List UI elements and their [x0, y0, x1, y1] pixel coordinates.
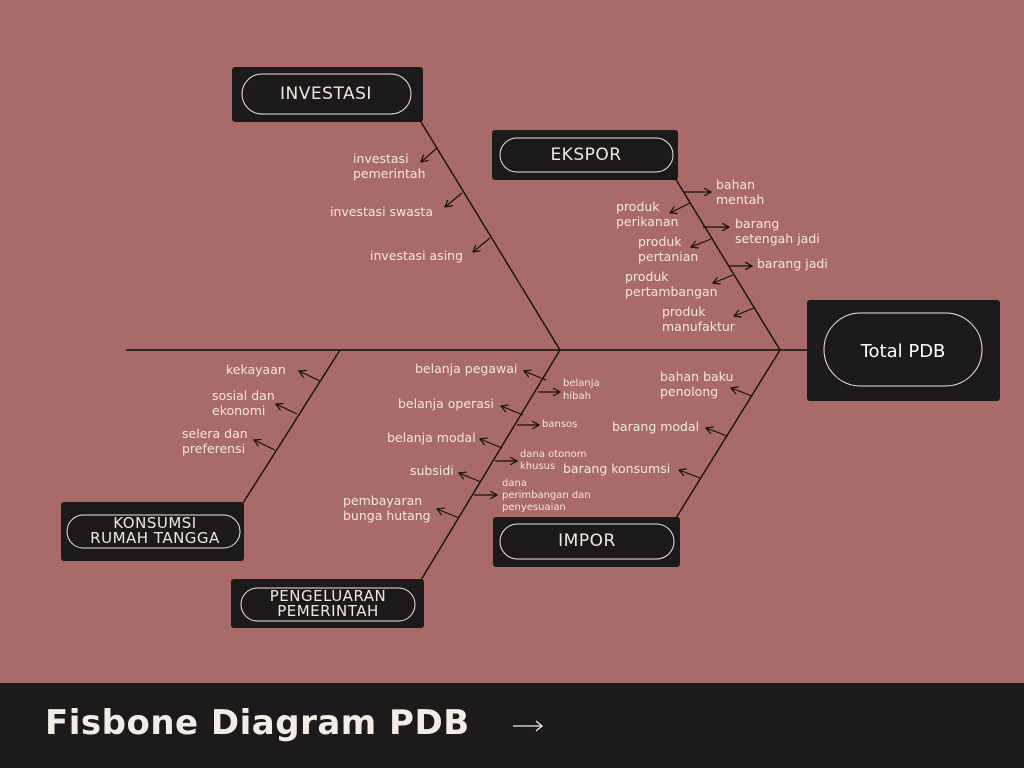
- transfer-label: perimbangan dan: [502, 490, 591, 501]
- konsumsi-causes: kekayaan sosial dan ekonomi selera dan p…: [182, 362, 321, 456]
- cause-label: setengah jadi: [735, 231, 820, 246]
- arrow: [276, 404, 298, 415]
- cause-label: investasi: [353, 151, 409, 166]
- cause-label: produk: [625, 269, 669, 284]
- cause-label: belanja modal: [387, 430, 476, 445]
- arrow: [473, 237, 491, 252]
- category-konsumsi-label-1: KONSUMSI: [113, 514, 196, 532]
- category-konsumsi-label-2: RUMAH TANGGA: [90, 529, 220, 547]
- effect-box: Total PDB: [807, 300, 1000, 401]
- cause-label: barang jadi: [757, 256, 828, 271]
- cause-label: bahan: [716, 177, 755, 192]
- cause-label: belanja pegawai: [415, 361, 517, 376]
- arrow: [706, 428, 728, 437]
- cause-label: barang: [735, 216, 779, 231]
- arrow: [254, 440, 276, 451]
- cause-label: pemerintah: [353, 166, 426, 181]
- category-investasi-label: INVESTASI: [280, 84, 372, 104]
- arrow: [437, 509, 460, 519]
- cause-label: barang konsumsi: [563, 461, 670, 476]
- cause-label: produk: [638, 234, 682, 249]
- category-ekspor: EKSPOR: [492, 130, 678, 180]
- cause-label: investasi asing: [370, 248, 463, 263]
- arrow: [299, 371, 321, 382]
- pemerintah-causes: belanja pegawai belanja operasi belanja …: [343, 361, 600, 523]
- bone-ekspor: [674, 177, 781, 351]
- ekspor-causes: bahan mentah produk perikanan barang set…: [616, 177, 828, 334]
- category-pemerintah-label-2: PEMERINTAH: [277, 602, 379, 620]
- arrow: [731, 388, 753, 397]
- long-right-arrow-icon: [513, 720, 544, 732]
- transfer-label: penyesuaian: [502, 502, 566, 513]
- arrow: [524, 371, 547, 381]
- category-pemerintah-label-1: PENGELUARAN: [270, 587, 387, 605]
- cause-label: produk: [662, 304, 706, 319]
- transfer-label: bansos: [542, 419, 577, 430]
- category-impor: IMPOR: [493, 517, 680, 567]
- footer-bar: Fisbone Diagram PDB: [0, 683, 1024, 768]
- bone-investasi: [420, 121, 561, 351]
- investasi-causes: investasi pemerintah investasi swasta in…: [330, 147, 491, 263]
- bone-impor: [675, 349, 781, 519]
- arrow: [459, 473, 482, 483]
- category-pemerintah: PENGELUARAN PEMERINTAH: [231, 579, 424, 628]
- transfer-label: belanja: [563, 378, 600, 389]
- cause-label: kekayaan: [226, 362, 286, 377]
- page-title: Fisbone Diagram PDB: [45, 703, 470, 743]
- transfer-label: dana otonom: [520, 449, 586, 460]
- category-investasi: INVESTASI: [232, 67, 423, 122]
- cause-label: mentah: [716, 192, 764, 207]
- effect-label: Total PDB: [860, 341, 946, 362]
- cause-label: bahan baku: [660, 369, 733, 384]
- cause-label: belanja operasi: [398, 396, 494, 411]
- transfer-label: khusus: [520, 461, 555, 472]
- cause-label: investasi swasta: [330, 204, 433, 219]
- cause-label: penolong: [660, 384, 718, 399]
- cause-label: perikanan: [616, 214, 678, 229]
- cause-label: ekonomi: [212, 403, 265, 418]
- arrow: [421, 147, 438, 162]
- arrow: [691, 238, 712, 247]
- cause-label: pembayaran: [343, 493, 422, 508]
- cause-label: subsidi: [410, 463, 454, 478]
- category-impor-label: IMPOR: [558, 531, 616, 551]
- cause-label: bunga hutang: [343, 508, 431, 523]
- cause-label: pertambangan: [625, 284, 718, 299]
- bone-konsumsi: [242, 349, 341, 504]
- arrow: [670, 202, 691, 213]
- cause-label: produk: [616, 199, 660, 214]
- fishbone-diagram: Total PDB INVESTASI EKSPOR KONSUMSI RUMA…: [61, 67, 1000, 628]
- cause-label: barang modal: [612, 419, 699, 434]
- cause-label: manufaktur: [662, 319, 736, 334]
- category-konsumsi: KONSUMSI RUMAH TANGGA: [61, 502, 244, 561]
- cause-label: sosial dan: [212, 388, 275, 403]
- cause-label: pertanian: [638, 249, 698, 264]
- impor-causes: bahan baku penolong barang modal barang …: [563, 369, 753, 479]
- bone-pemerintah: [420, 349, 561, 581]
- arrow: [501, 406, 524, 416]
- arrow: [734, 307, 755, 316]
- arrow: [713, 274, 734, 283]
- transfer-label: hibah: [563, 391, 591, 402]
- category-ekspor-label: EKSPOR: [550, 145, 621, 165]
- cause-label: selera dan: [182, 426, 248, 441]
- arrow: [480, 439, 503, 449]
- transfer-label: dana: [502, 478, 527, 489]
- cause-label: preferensi: [182, 441, 245, 456]
- arrow: [679, 470, 701, 479]
- arrow: [445, 192, 463, 207]
